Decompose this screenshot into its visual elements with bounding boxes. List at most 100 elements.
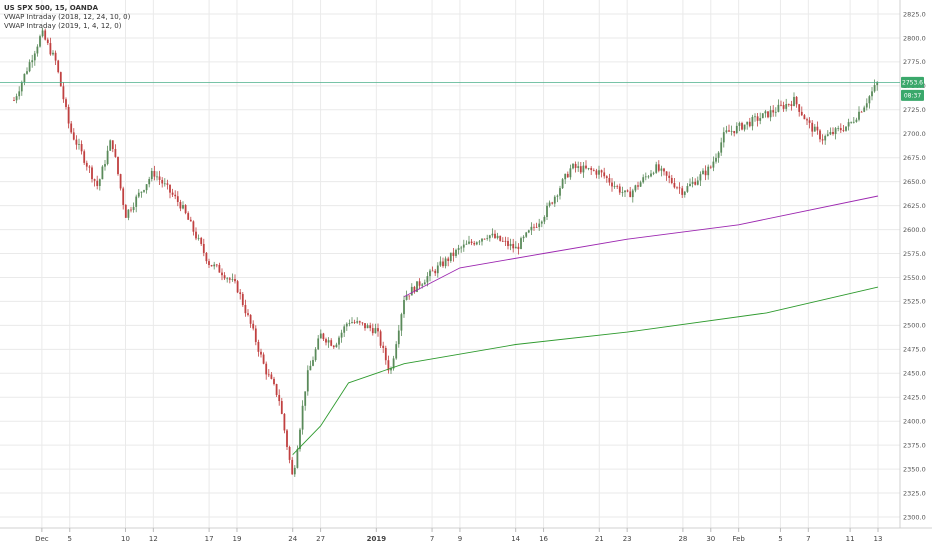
candle-body [730, 130, 733, 132]
candle-body [239, 292, 242, 295]
candle-body [595, 170, 598, 175]
last-price-badge: 2753.6 08:37 [901, 76, 924, 101]
candle-body [273, 378, 275, 385]
time-tick-label: 7 [806, 535, 810, 543]
candle-body [390, 368, 392, 371]
candle-body [634, 185, 637, 191]
time-axis[interactable]: Dec 5 10 12 17 19 24 27 2019 7 9 14 16 21 23 28 30 Feb 5 7 1… [0, 527, 932, 543]
price-tick-label: 2300.0 [903, 513, 926, 521]
candle-body [262, 354, 265, 364]
candle-body [200, 237, 203, 244]
candle-body [598, 170, 600, 175]
candle-body [741, 123, 743, 130]
candle-body [371, 328, 374, 334]
candle-body [764, 111, 767, 114]
candle-body [525, 232, 528, 237]
candle-body [436, 265, 439, 274]
time-tick-label: 19 [233, 535, 242, 543]
candle-body [865, 103, 868, 108]
candle-body [122, 188, 125, 205]
candle-body [85, 162, 88, 167]
candle-body [569, 168, 572, 178]
candle-body [83, 151, 86, 163]
price-tick-label: 2525.0 [903, 298, 926, 306]
candle-body [806, 119, 808, 121]
candle-body [275, 384, 278, 395]
candle-body [507, 240, 509, 247]
time-tick-label: 24 [288, 535, 297, 543]
candle-body [743, 124, 746, 130]
candle-body [650, 173, 652, 177]
time-tick-label: 2019 [367, 535, 387, 543]
candle-body [826, 134, 829, 136]
candle-body [187, 213, 190, 220]
candle-body [265, 363, 268, 375]
candle-body [208, 261, 210, 266]
candle-body [257, 341, 260, 352]
candle-body [109, 140, 112, 151]
price-tick-label: 2475.0 [903, 346, 926, 354]
candle-body [626, 190, 629, 192]
candle-body [821, 139, 824, 141]
candle-body [460, 247, 463, 249]
candle-body [205, 252, 208, 262]
last-price-value: 2753.6 [902, 80, 923, 87]
candle-body [195, 231, 197, 239]
price-tick-label: 2500.0 [903, 322, 926, 330]
candle-body [327, 340, 330, 343]
candle-body [226, 278, 229, 280]
candle-body [579, 166, 582, 173]
candle-body [787, 104, 790, 105]
symbol-title[interactable]: US SPX 500, 15, OANDA [4, 4, 98, 12]
candle-body [421, 284, 424, 286]
vwap-jan4-line [403, 195, 879, 298]
price-tick-label: 2625.0 [903, 202, 926, 210]
candle-body [247, 313, 249, 315]
candle-body [642, 177, 645, 183]
candle-body [364, 323, 366, 329]
candle-body [46, 39, 49, 44]
candle-body [280, 401, 283, 414]
candle-body [746, 121, 749, 125]
candle-body [514, 246, 517, 249]
candle-body [340, 332, 343, 338]
candle-body [351, 322, 353, 324]
candle-body [566, 173, 569, 178]
candle-body [491, 233, 494, 236]
time-tick-label: 13 [874, 535, 883, 543]
candle-body [148, 179, 151, 185]
indicator-vwap-dec24[interactable]: VWAP Intraday (2018, 12, 24, 10, 0) [4, 13, 131, 21]
candle-body [704, 170, 707, 176]
candle-body [348, 323, 351, 324]
candle-body [738, 123, 741, 126]
indicator-vwap-jan4[interactable]: VWAP Intraday (2019, 1, 4, 12, 0) [4, 22, 122, 30]
candle-body [759, 118, 762, 121]
candle-body [296, 449, 299, 468]
candle-body [423, 282, 426, 285]
candle-body [676, 187, 678, 189]
time-tick-label: 28 [678, 535, 687, 543]
candle-body [616, 186, 619, 187]
candle-body [751, 116, 754, 127]
candle-body [301, 405, 304, 430]
candle-body [335, 344, 338, 348]
candle-body [176, 196, 179, 202]
candle-body [629, 191, 632, 198]
candle-body [657, 164, 660, 171]
candle-body [756, 116, 759, 121]
candle-body [686, 186, 689, 192]
candle-body [343, 326, 346, 333]
candle-body [75, 139, 78, 145]
candle-body [410, 286, 413, 296]
candle-body [39, 36, 41, 47]
candle-body [683, 191, 686, 195]
candle-body [145, 184, 148, 191]
candle-body [795, 96, 798, 105]
candle-body [395, 344, 398, 359]
candle-body [431, 270, 434, 272]
candle-body [540, 221, 543, 224]
candle-body [447, 258, 450, 261]
time-tick-label: 14 [511, 535, 520, 543]
candle-body [504, 240, 507, 242]
